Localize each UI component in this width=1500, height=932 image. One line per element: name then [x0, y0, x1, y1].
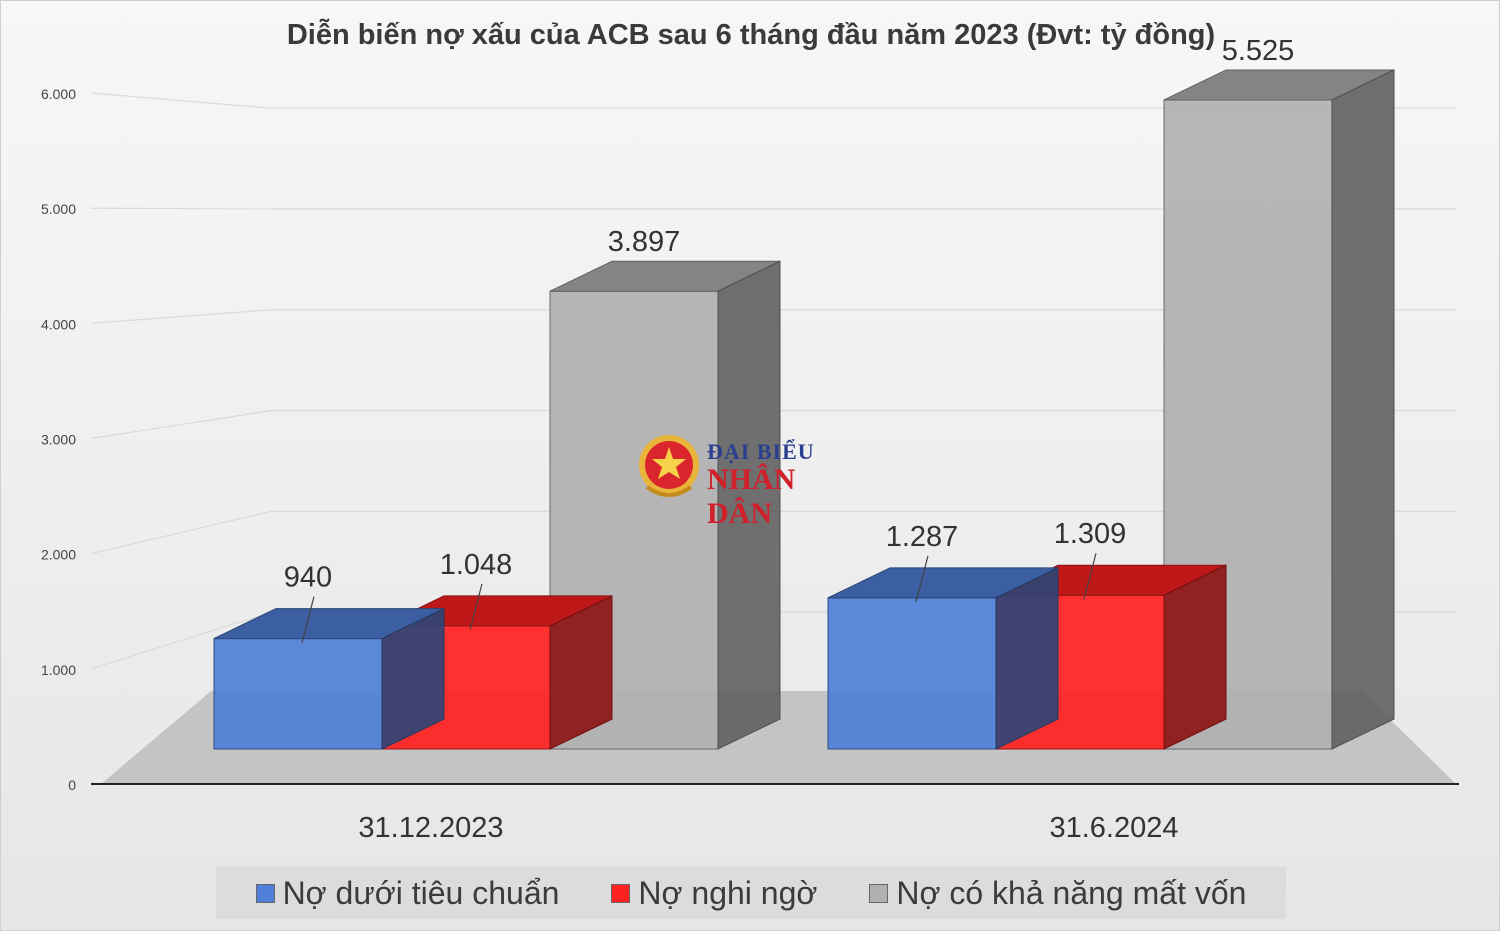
leader-line: [1083, 553, 1097, 600]
legend-label: Nợ dưới tiêu chuẩn: [282, 874, 560, 911]
data-label: 3.897: [608, 226, 681, 258]
emblem-icon: [639, 435, 699, 497]
legend-swatch: [255, 883, 275, 903]
x-tick-label: 31.12.2023: [358, 812, 503, 844]
legend-item: Nợ dưới tiêu chuẩn: [255, 874, 560, 912]
watermark-line-2: NHÂN DÂN: [707, 463, 796, 530]
legend-swatch: [611, 883, 631, 903]
bar-side: [381, 607, 445, 750]
data-labels: 3.897 1.048 940 5.525 1.309 1.287: [284, 35, 1294, 643]
leader-line: [915, 555, 929, 602]
bar-side: [717, 260, 781, 750]
leader-line: [301, 596, 315, 643]
bar-side: [1331, 69, 1395, 750]
y-tick-label: 4.000: [41, 316, 76, 332]
bar-front: [213, 638, 383, 750]
y-tick-label: 6.000: [41, 86, 76, 102]
legend-label: Nợ nghi ngờ: [638, 874, 818, 911]
legend-label: Nợ có khả năng mất vốn: [896, 874, 1247, 911]
data-label: 1.048: [440, 549, 513, 581]
y-tick-label: 0: [68, 777, 76, 793]
legend-item: Nợ nghi ngờ: [611, 875, 817, 912]
gridline-diagonal: [90, 611, 272, 670]
bar: [213, 607, 445, 750]
y-axis: 0 1.000 2.000 3.000 4.000 5.000 6.000: [41, 86, 76, 793]
bar-side: [549, 595, 613, 750]
data-label: 5.525: [1222, 35, 1295, 67]
gridline-diagonal: [90, 510, 272, 555]
bar: [549, 260, 781, 750]
watermark-line-1: ĐẠI BIỂU: [707, 439, 815, 464]
gridline-diagonal: [90, 207, 272, 210]
y-tick-label: 5.000: [41, 201, 76, 217]
legend-swatch: [869, 883, 889, 903]
x-tick-label: 31.6.2024: [1049, 812, 1178, 844]
chart-title: Diễn biến nợ xấu của ACB sau 6 tháng đầu…: [286, 19, 1216, 51]
bar: [827, 567, 1059, 750]
data-label: 940: [284, 562, 332, 594]
legend-item: Nợ có khả năng mất vốn: [869, 875, 1246, 912]
bar-side: [995, 567, 1059, 750]
watermark-logo: ĐẠI BIỂU NHÂN DÂN: [637, 431, 867, 530]
y-tick-label: 2.000: [41, 547, 76, 563]
gridline-diagonal: [90, 92, 272, 109]
bars: [213, 69, 1395, 750]
y-tick-label: 1.000: [41, 662, 76, 678]
legend: Nợ dưới tiêu chuẩn Nợ nghi ngờ Nợ có khả n…: [216, 867, 1286, 919]
bar-front: [827, 597, 997, 750]
data-label: 1.309: [1054, 518, 1127, 550]
data-label: 1.287: [886, 521, 959, 553]
y-tick-label: 3.000: [41, 432, 76, 448]
bar-side: [1163, 564, 1227, 750]
gridline-diagonal: [90, 309, 272, 324]
leader-line: [469, 583, 483, 631]
gridline-diagonal: [90, 410, 272, 440]
x-axis: 31.12.2023 31.6.2024: [91, 783, 1459, 844]
